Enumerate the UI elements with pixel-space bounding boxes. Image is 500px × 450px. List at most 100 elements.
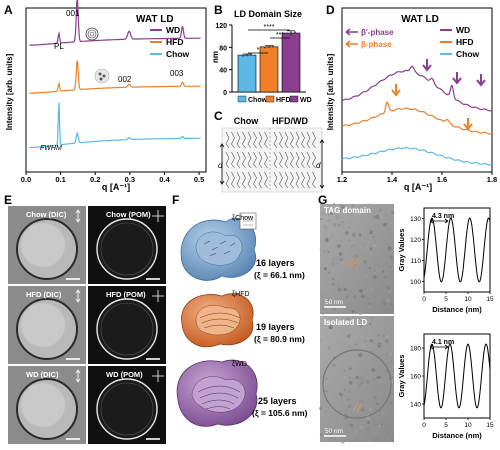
panel-g-tem-grain: [319, 266, 323, 269]
panel-g-tem-grain: [348, 277, 351, 280]
panel-g-tem-grain: [371, 351, 373, 353]
panel-g-tem-grain: [323, 248, 326, 252]
panel-f-chow-ld-model: ξChow: [180, 212, 257, 281]
panel-a-series-chow: [29, 102, 201, 149]
panel-g-tem-grain: [332, 436, 337, 441]
panel-g-tem-grain: [330, 353, 333, 356]
panel-g-tem-grain: [330, 437, 333, 440]
panel-g-tem-grain: [357, 438, 359, 441]
panel-g-tem-grain: [369, 339, 374, 343]
panel-e-ld-pom: [96, 298, 158, 360]
panel-g-tem-grain: [327, 219, 331, 222]
panel-g-tem-grain: [369, 230, 374, 235]
panel-g-lattice-fringes-2: [353, 401, 362, 413]
panel-b-letter: B: [214, 3, 223, 17]
panel-g-plot-1-frame: [423, 207, 491, 293]
panel-g-tem-grain: [368, 439, 371, 443]
panel-g-tem-grain: [320, 303, 325, 307]
panel-g-tem-grain: [390, 222, 394, 225]
panel-e-label: WD (DIC): [26, 370, 59, 379]
panel-g-ytick-label: 160: [410, 374, 421, 381]
panel-c-chain-chow: [236, 131, 241, 149]
panel-g-tem-grain: [379, 413, 382, 416]
panel-b-legend-hfd: HFD: [276, 97, 290, 104]
panel-f-xi-value-wd: (ξ = 105.6 nm): [252, 408, 308, 418]
panel-c-chain-chow: [225, 171, 230, 189]
panel-g-tem-grain: [321, 295, 324, 298]
panel-g-tem-grain: [383, 275, 387, 279]
panel-g-tem-grain: [385, 353, 388, 356]
panel-g-tem-grain: [363, 273, 368, 279]
panel-c-chain-chow: [242, 151, 246, 169]
panel-g-tem-grain: [366, 395, 370, 399]
panel-g-tem-grain: [378, 268, 383, 273]
panel-g-tem-grain: [343, 369, 346, 372]
panel-c-chain-hfd: [279, 171, 283, 189]
panel-g-xtick-label: 15: [486, 296, 494, 303]
panel-c-chain-hfd: [295, 171, 300, 189]
panel-c-chain-hfd: [306, 151, 311, 169]
panel-c: C Chow HFD/WD d d: [214, 109, 325, 193]
panel-g-tem-grain: [326, 237, 329, 240]
panel-g-tem-grain: [354, 224, 357, 228]
panel-c-box: [221, 127, 323, 193]
panel-b-ytick-label: 40: [219, 68, 227, 75]
panel-a-legend-hfd: HFD: [166, 37, 183, 47]
panel-c-right-d: d: [316, 161, 321, 170]
panel-g-tem-grain: [377, 342, 382, 347]
panel-g-tem-grain: [385, 394, 387, 396]
panel-g-tem-grain: [349, 333, 352, 336]
panel-g-tem-grain: [373, 396, 377, 400]
panel-g-tem-grain: [346, 334, 351, 338]
panel-c-chain-hfd: [312, 151, 316, 169]
panel-c-left-title: Chow: [234, 116, 259, 126]
panel-a: A WAT LD Intensity [arb. units] q [A⁻¹] …: [4, 0, 207, 192]
panel-c-chain-hfd: [290, 171, 294, 189]
panel-g-tem-grain: [367, 404, 370, 407]
panel-g-tem-grain: [381, 334, 385, 338]
panel-a-pl-label: PL: [54, 42, 64, 51]
panel-b-datapoint: [246, 54, 248, 57]
panel-a-peak3-label: 003: [170, 69, 184, 78]
panel-g-tem-grain: [351, 310, 355, 314]
panel-b-ytick-label: 120: [215, 23, 227, 30]
panel-e-label: Chow (POM): [106, 210, 151, 219]
panel-g-tem-grain: [370, 341, 373, 344]
panel-d-xtick-label: 1.4: [387, 175, 398, 184]
panel-e-label: WD (POM): [106, 370, 143, 379]
panel-g-tem-texture-1: [319, 203, 395, 316]
panel-g-tem-grain: [358, 233, 362, 236]
panel-g-tem-grain: [337, 244, 341, 248]
panel-a-letter: A: [4, 3, 13, 17]
panel-g-tem-grain: [349, 377, 351, 380]
panel-g-tem-grain: [380, 423, 383, 426]
panel-g-tem-grain: [381, 350, 384, 353]
panel-f-layers-wd: 25 layers: [258, 396, 297, 406]
panel-g-plot-1-spacing: 4.3 nm: [432, 213, 454, 220]
panel-g-tem-grain: [321, 307, 325, 310]
panel-g-tem-grain: [335, 215, 340, 220]
panel-f-xi-value-hfd: (ξ = 80.9 nm): [254, 334, 305, 344]
panel-d-legend: WD HFD Chow: [440, 25, 480, 59]
panel-d-legend-chow: Chow: [456, 49, 480, 59]
panel-g-tem-grain: [319, 248, 322, 251]
panel-g-ytick-label: 130: [410, 216, 421, 223]
panel-a-crystal-schematic-icon: [94, 68, 110, 84]
panel-g-tem-grain: [389, 352, 392, 356]
panel-g-tem-grain: [323, 426, 326, 430]
panel-g-tem-grain: [344, 413, 347, 416]
panel-a-fwhm-label: FWHM: [40, 145, 62, 152]
panel-g-tem-grain: [359, 376, 364, 381]
panel-g-plot-1-curve: [423, 217, 491, 283]
panel-d-xtick-label: 1.2: [337, 175, 347, 184]
panel-b-significance: * *** ****: [248, 24, 290, 54]
panel-g-tem-grain: [340, 240, 343, 243]
panel-b-datapoint: [250, 53, 252, 56]
panel-e-label: HFD (POM): [106, 290, 146, 299]
panel-g-tem-grain: [360, 407, 365, 412]
panel-g-tem-grain: [373, 252, 376, 255]
panel-g-tem-grain: [372, 244, 377, 248]
panel-f-layers-hfd: 19 layers: [256, 322, 295, 332]
panel-g-tem-grain: [354, 343, 358, 346]
panel-g-tem-grain: [367, 240, 372, 245]
